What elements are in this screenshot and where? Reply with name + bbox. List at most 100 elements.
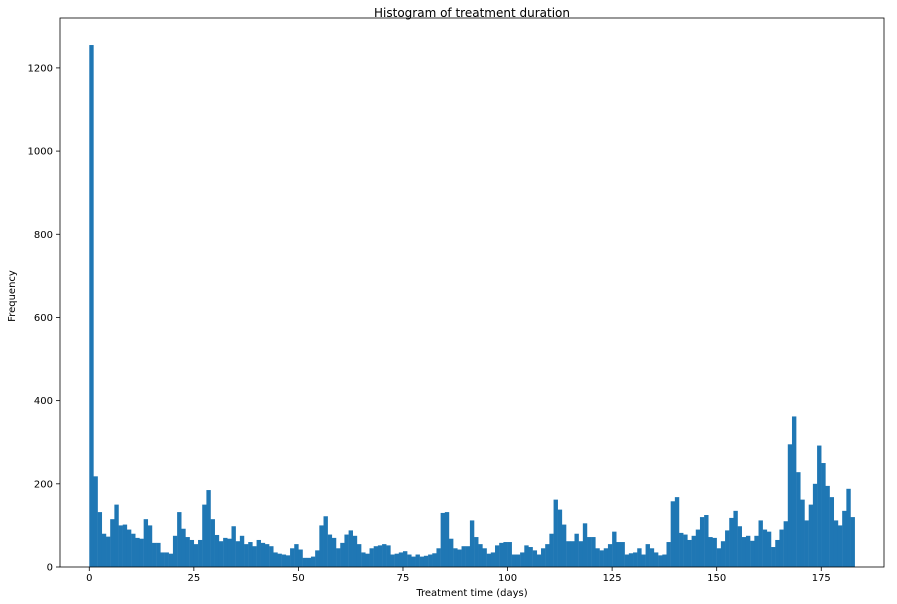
x-tick-label: 150	[707, 573, 726, 584]
histogram-bar	[193, 544, 199, 567]
y-tick-label: 0	[47, 563, 53, 574]
histogram-bar	[402, 551, 408, 567]
histogram-bar	[152, 542, 157, 567]
histogram-bar	[235, 541, 241, 567]
histogram-bar	[210, 519, 215, 567]
histogram-bar	[469, 520, 475, 567]
histogram-bar	[248, 542, 253, 567]
histogram-bar	[829, 497, 835, 567]
histogram-bar	[783, 521, 788, 567]
histogram-bar	[122, 524, 128, 567]
histogram-bar	[603, 548, 609, 567]
histogram-bar	[185, 537, 190, 567]
histogram-bar	[373, 546, 379, 567]
histogram-bar	[490, 552, 496, 567]
histogram-bar	[674, 497, 680, 567]
histogram-bar	[315, 550, 320, 567]
histogram-bar	[348, 530, 353, 567]
histogram-bar	[507, 542, 512, 567]
histogram-bar	[327, 534, 333, 567]
histogram-bar	[549, 533, 554, 567]
histogram-bar	[135, 537, 140, 567]
histogram-bar	[612, 531, 617, 567]
histogram-bar	[712, 537, 717, 567]
histogram-bar	[411, 556, 416, 567]
histogram-bar	[118, 525, 123, 567]
chart-title: Histogram of treatment duration	[374, 6, 570, 20]
x-tick-label: 0	[86, 573, 92, 584]
histogram-bar	[340, 542, 345, 567]
histogram-bar	[628, 553, 634, 567]
histogram-bar	[110, 519, 115, 567]
histogram-bar	[850, 517, 855, 567]
plot-frame	[59, 17, 885, 568]
histogram-bar	[160, 552, 165, 567]
histogram-bar	[214, 534, 220, 567]
histogram-bar	[683, 534, 688, 567]
histogram-bar	[499, 542, 504, 567]
histogram-bar	[607, 544, 613, 567]
histogram-bar	[787, 444, 793, 567]
histogram-bar	[699, 517, 705, 567]
histogram-bar	[704, 515, 709, 567]
y-tick-label: 800	[34, 230, 53, 241]
histogram-bar	[679, 532, 684, 567]
histogram-bar	[842, 510, 847, 567]
histogram-bar	[570, 541, 575, 567]
histogram-bar	[457, 549, 462, 567]
histogram-bar	[407, 554, 412, 567]
histogram-bar	[532, 550, 538, 567]
histogram-bar	[800, 499, 805, 567]
histogram-bar	[260, 542, 266, 567]
x-tick-label: 175	[812, 573, 831, 584]
histogram-bar	[294, 544, 299, 567]
histogram-bar	[336, 548, 341, 567]
y-tick-label: 400	[34, 396, 53, 407]
x-axis-title: Treatment time (days)	[415, 588, 527, 599]
histogram-bar	[361, 552, 366, 567]
x-tick-label: 75	[397, 573, 410, 584]
histogram-bar	[377, 545, 383, 567]
histogram-bar	[323, 516, 328, 567]
histogram-bar	[745, 535, 751, 567]
histogram-bar	[290, 548, 295, 567]
histogram-bar	[302, 557, 307, 567]
histogram-bar	[821, 463, 826, 567]
histogram-bar	[687, 539, 692, 567]
histogram-bar	[101, 533, 107, 567]
histogram-bar	[495, 545, 500, 567]
histogram-bar	[202, 504, 207, 567]
histogram-bar	[616, 542, 621, 567]
histogram-bar	[331, 537, 337, 567]
histogram-bar	[177, 512, 182, 567]
histogram-bar	[837, 525, 843, 567]
histogram-bar	[244, 544, 249, 567]
histogram-bar	[465, 546, 471, 567]
histogram-bar	[771, 547, 776, 567]
histogram-bar	[733, 510, 738, 567]
histogram-bar	[365, 553, 370, 567]
y-tick-label: 1200	[28, 63, 53, 74]
histogram-bar	[796, 472, 801, 567]
histogram-bar	[478, 544, 483, 567]
y-tick-label: 1000	[28, 147, 53, 158]
histogram-bar	[114, 504, 119, 567]
histogram-bar	[587, 537, 592, 567]
histogram-bar	[754, 535, 759, 567]
histogram-bar	[419, 556, 425, 567]
histogram-bar	[520, 552, 525, 567]
histogram-bar	[720, 541, 726, 567]
histogram-bar	[218, 541, 224, 567]
histogram-bar	[126, 529, 132, 567]
histogram-bar	[252, 546, 257, 567]
histogram-bar	[482, 548, 487, 567]
histogram-bar	[561, 524, 567, 567]
histogram-bar	[741, 537, 747, 567]
histogram-bar	[227, 538, 232, 567]
histogram-bar	[766, 531, 772, 567]
histogram-bar	[264, 544, 270, 567]
histogram-bar	[382, 544, 387, 567]
histogram-bar	[804, 520, 809, 567]
histogram-bar	[453, 548, 458, 567]
